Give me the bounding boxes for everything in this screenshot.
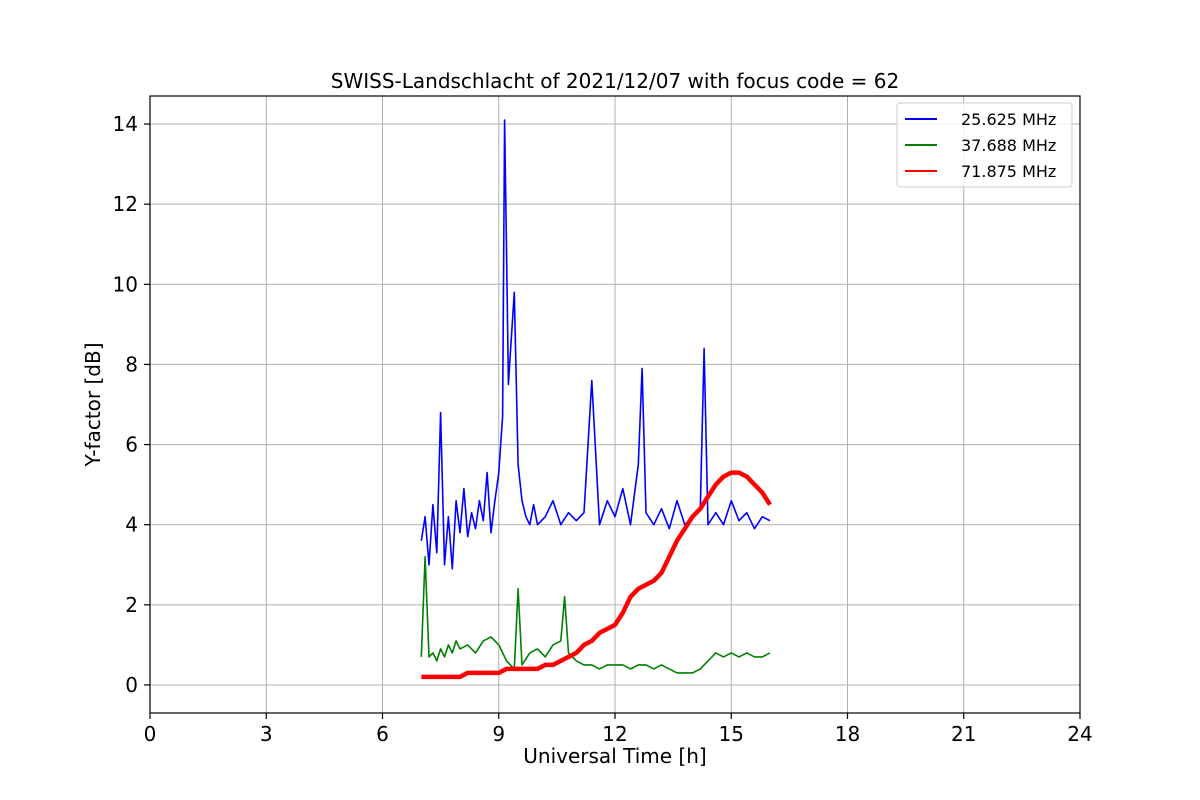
x-axis-title: Universal Time [h] bbox=[523, 744, 706, 768]
y-tick-label: 8 bbox=[125, 352, 138, 376]
y-tick-label: 14 bbox=[113, 112, 138, 136]
y-axis: 0 2 4 6 8 10 12 14 bbox=[113, 112, 150, 697]
x-tick-label: 21 bbox=[951, 722, 976, 746]
y-tick-label: 6 bbox=[125, 433, 138, 457]
y-axis-title: Y-factor [dB] bbox=[81, 342, 105, 467]
series-line-2 bbox=[420, 555, 771, 674]
x-tick-label: 3 bbox=[260, 722, 273, 746]
x-tick-label: 9 bbox=[492, 722, 505, 746]
x-tick-label: 15 bbox=[719, 722, 744, 746]
x-axis: 0 3 6 9 12 15 18 21 24 bbox=[144, 713, 1093, 746]
x-tick-label: 24 bbox=[1067, 722, 1092, 746]
chart-title: SWISS-Landschlacht of 2021/12/07 with fo… bbox=[331, 69, 899, 93]
x-tick-label: 6 bbox=[376, 722, 389, 746]
y-tick-label: 0 bbox=[125, 673, 138, 697]
x-tick-label: 0 bbox=[144, 722, 157, 746]
y-tick-label: 12 bbox=[113, 192, 138, 216]
legend-label: 37.688 MHz bbox=[961, 136, 1056, 155]
legend-label: 71.875 MHz bbox=[961, 162, 1056, 181]
legend-label: 25.625 MHz bbox=[961, 110, 1056, 129]
x-tick-label: 12 bbox=[602, 722, 627, 746]
x-tick-label: 18 bbox=[835, 722, 860, 746]
series-layer bbox=[420, 119, 772, 680]
series-line-3 bbox=[421, 470, 772, 680]
legend: 25.625 MHz 37.688 MHz 71.875 MHz bbox=[896, 102, 1073, 188]
legend-box bbox=[896, 102, 1073, 188]
y-tick-label: 4 bbox=[125, 513, 138, 537]
y-tick-label: 2 bbox=[125, 593, 138, 617]
y-tick-label: 10 bbox=[113, 272, 138, 296]
